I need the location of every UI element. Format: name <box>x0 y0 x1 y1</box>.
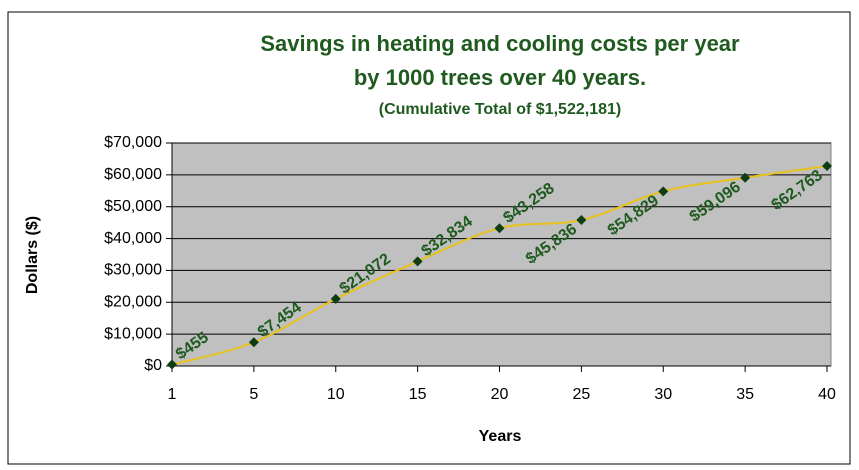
x-tick-label: 35 <box>736 386 754 403</box>
x-tick-label: 20 <box>491 386 509 403</box>
y-tick-label: $0 <box>144 357 162 374</box>
data-marker <box>740 172 751 183</box>
data-marker <box>248 337 259 348</box>
x-tick-label: 10 <box>327 386 345 403</box>
data-marker <box>330 293 341 304</box>
chart-title-line2: by 1000 trees over 40 years. <box>354 65 646 90</box>
x-tick-label: 30 <box>654 386 672 403</box>
y-tick-label: $10,000 <box>104 325 162 342</box>
x-tick-label: 25 <box>572 386 590 403</box>
data-marker <box>167 359 177 370</box>
y-tick-label: $40,000 <box>104 230 162 247</box>
x-tick-label: 15 <box>409 386 427 403</box>
y-tick-label: $30,000 <box>104 262 162 279</box>
x-axis-title: Years <box>479 428 522 445</box>
data-marker <box>658 186 669 197</box>
x-tick-label: 5 <box>249 386 258 403</box>
data-marker <box>576 214 587 225</box>
y-tick-label: $70,000 <box>104 134 162 151</box>
data-marker <box>412 256 423 267</box>
data-marker <box>822 161 832 172</box>
x-tick-label: 40 <box>818 386 836 403</box>
chart-subtitle: (Cumulative Total of $1,522,181) <box>379 101 621 118</box>
data-marker <box>494 223 505 234</box>
y-tick-label: $60,000 <box>104 166 162 183</box>
chart-title: Savings in heating and cooling costs per… <box>260 31 740 56</box>
y-tick-label: $50,000 <box>104 198 162 215</box>
y-axis-title: Dollars ($) <box>24 216 41 294</box>
x-tick-label: 1 <box>168 386 177 403</box>
y-tick-label: $20,000 <box>104 294 162 311</box>
